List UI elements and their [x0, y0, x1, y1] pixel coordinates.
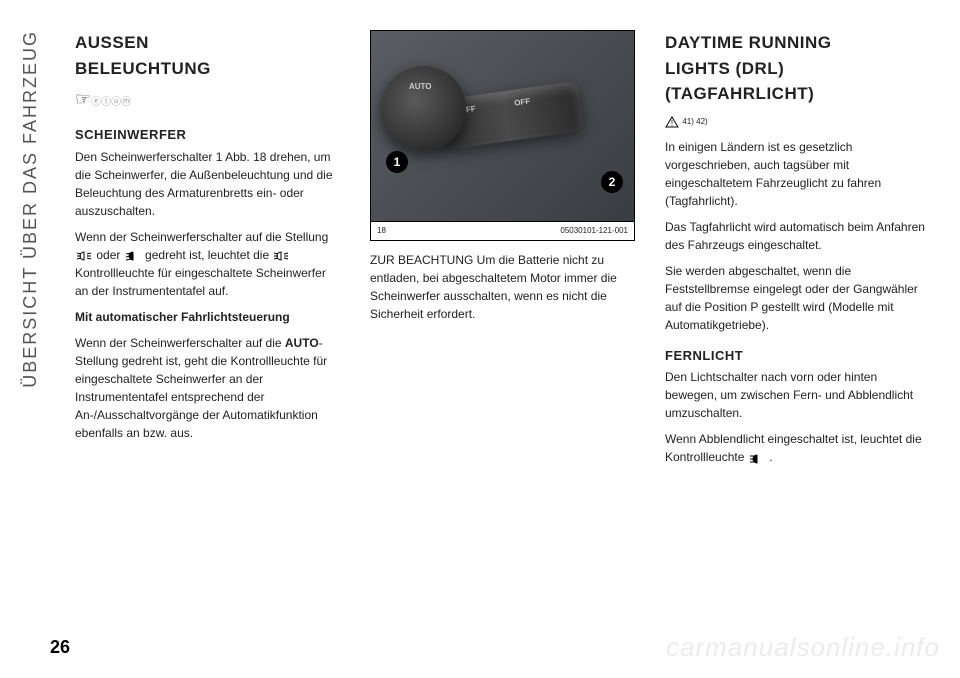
text: Wenn Abblendlicht eingeschaltet ist, leu… — [665, 432, 922, 464]
heading-aussen-beleuchtung: AUSSEN BELEUCHTUNG — [75, 30, 340, 81]
text-bold: AUTO — [285, 336, 319, 350]
paragraph: Wenn der Scheinwerferschalter auf die St… — [75, 228, 340, 300]
section-tab-text: ÜBERSICHT ÜBER DAS FAHRZEUG — [20, 30, 41, 388]
callout-1: 1 — [386, 151, 408, 173]
column-2: OFF OFF AUTO 1 2 18 05030101-121-001 ZUR… — [370, 30, 635, 474]
paragraph: Den Scheinwerferschalter 1 Abb. 18 drehe… — [75, 148, 340, 220]
manual-page: ÜBERSICHT ÜBER DAS FAHRZEUG AUSSEN BELEU… — [0, 0, 960, 678]
page-number: 26 — [50, 637, 70, 658]
paragraph: Wenn Abblendlicht eingeschaltet ist, leu… — [665, 430, 930, 466]
column-3: DAYTIME RUNNING LIGHTS (DRL) (TAGFAHRLIC… — [665, 30, 930, 474]
title-line: (TAGFAHRLICHT) — [665, 84, 814, 103]
text: Kontrollleuchte für eingeschaltete Schei… — [75, 266, 326, 298]
text: oder — [96, 248, 123, 262]
paragraph-bold: Mit automatischer Fahrlichtsteuerung — [75, 308, 340, 326]
warning-triangle-icon: ! — [665, 115, 679, 127]
figure-image: OFF OFF AUTO 1 2 — [371, 31, 634, 221]
icon-sub: ⓔⓛⓤⓜ — [91, 97, 131, 108]
position-light-icon — [75, 249, 93, 261]
stalk-label-off: OFF — [514, 96, 532, 110]
paragraph: Das Tagfahrlicht wird automatisch beim A… — [665, 218, 930, 254]
title-line: BELEUCHTUNG — [75, 59, 211, 78]
hand-pointer-icon: ☞ⓔⓛⓤⓜ — [75, 86, 340, 113]
title-line: LIGHTS (DRL) — [665, 59, 784, 78]
text: . — [769, 450, 772, 464]
heading-fernlicht: FERNLICHT — [665, 346, 930, 366]
figure-18: OFF OFF AUTO 1 2 18 05030101-121-001 — [370, 30, 635, 241]
figure-code: 05030101-121-001 — [560, 225, 628, 237]
column-1: AUSSEN BELEUCHTUNG ☞ⓔⓛⓤⓜ SCHEINWERFER De… — [75, 30, 340, 474]
warning-refs: 41) 42) — [682, 116, 707, 125]
knob-label-auto: AUTO — [409, 81, 432, 93]
warning-line: ! 41) 42) — [665, 112, 930, 130]
figure-number: 18 — [377, 225, 386, 237]
text: Wenn der Scheinwerferschalter auf die — [75, 336, 285, 350]
position-light-icon — [272, 249, 290, 261]
callout-2: 2 — [601, 171, 623, 193]
low-beam-icon — [124, 249, 142, 261]
high-beam-icon — [748, 452, 766, 464]
svg-text:!: ! — [671, 119, 673, 128]
title-line: DAYTIME RUNNING — [665, 33, 832, 52]
paragraph: Sie werden abgeschaltet, wenn die Festst… — [665, 262, 930, 334]
rotary-knob: AUTO — [381, 66, 466, 151]
text: -Stellung gedreht ist, geht die Kontroll… — [75, 336, 327, 440]
heading-scheinwerfer: SCHEINWERFER — [75, 125, 340, 145]
heading-drl: DAYTIME RUNNING LIGHTS (DRL) (TAGFAHRLIC… — [665, 30, 930, 107]
content-columns: AUSSEN BELEUCHTUNG ☞ⓔⓛⓤⓜ SCHEINWERFER De… — [75, 30, 920, 474]
paragraph: In einigen Ländern ist es gesetzlich vor… — [665, 138, 930, 210]
text: gedreht ist, leuchtet die — [145, 248, 272, 262]
figure-caption: 18 05030101-121-001 — [371, 221, 634, 240]
paragraph: Wenn der Scheinwerferschalter auf die AU… — [75, 334, 340, 442]
hand-glyph: ☞ — [75, 89, 91, 109]
paragraph: ZUR BEACHTUNG Um die Batterie nicht zu e… — [370, 251, 635, 323]
text: Wenn der Scheinwerferschalter auf die St… — [75, 230, 328, 244]
title-line: AUSSEN — [75, 33, 149, 52]
paragraph: Den Lichtschalter nach vorn oder hinten … — [665, 368, 930, 422]
